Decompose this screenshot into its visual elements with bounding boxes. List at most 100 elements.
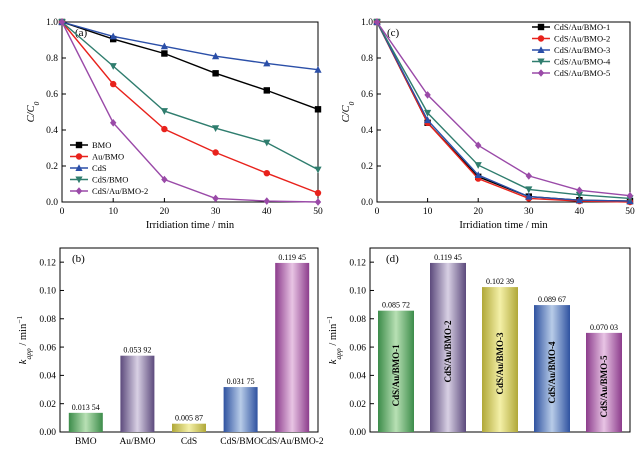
x-category-label: CdS/Au/BMO-2	[261, 437, 324, 447]
x-tick-label: 50	[625, 207, 635, 217]
bar-value-label: 0.013 54	[72, 403, 100, 412]
data-point	[525, 186, 533, 194]
panel-label: (d)	[386, 253, 399, 265]
bar-value-label: 0.053 92	[123, 346, 151, 355]
bar-value-label: 0.089 67	[538, 295, 566, 304]
data-point	[212, 52, 220, 60]
bar-value-label: 0.102 39	[486, 277, 514, 286]
series-4	[373, 18, 634, 200]
data-point	[109, 63, 117, 70]
x-tick-label: 10	[423, 207, 433, 217]
series-line	[61, 21, 319, 171]
y-axis-title-sup: −1	[325, 316, 334, 324]
y-tick-label: 1.0	[361, 18, 373, 28]
panel-b: (b) 0.00 0.02 0.04 0.06 0.08 0.10 0.12 kapp / mi…	[15, 247, 324, 447]
y-tick-label: 0.0	[46, 198, 58, 208]
series-line	[61, 21, 319, 194]
y-axis-title: C/C0	[341, 101, 356, 122]
data-point	[161, 175, 168, 184]
series-4	[58, 18, 322, 206]
legend-label: CdS/Au/BMO-4	[554, 57, 611, 67]
legend-marker	[537, 69, 545, 77]
panel-label: (c)	[387, 27, 400, 39]
bar-inside-label: CdS/Au/BMO-3	[495, 332, 505, 395]
data-point	[525, 172, 532, 180]
y-tick-label: 0.0	[361, 198, 373, 208]
bar-inside-label: CdS/Au/BMO-2	[443, 320, 453, 383]
x-category-label: BMO	[75, 437, 97, 447]
data-point	[314, 189, 322, 197]
bar	[430, 262, 466, 432]
x-axis-title: Irridiation time / min	[459, 220, 548, 231]
y-axis-title-main: C/C	[26, 104, 37, 122]
panel-c: (c) 0.0 0.2 0.4 0.6 0.8 1.0 0 10 20 30 40 50 Irridiat…	[341, 18, 635, 231]
y-tick-label: 0.12	[39, 258, 56, 268]
series-line	[376, 21, 631, 200]
legend-marker	[537, 35, 545, 42]
y-axis-title-main: C/C	[341, 104, 352, 122]
x-axis-title: Irridiation time / min	[146, 220, 235, 231]
panel-label: (b)	[72, 253, 85, 265]
data-point	[575, 191, 583, 199]
bar-value-label: 0.085 72	[382, 301, 410, 310]
legend-marker	[537, 46, 545, 53]
y-tick-label: 1.0	[46, 18, 58, 28]
legend-label: CdS/Au/BMO-2	[92, 186, 148, 196]
y-tick-label: 0.04	[39, 372, 56, 382]
series-line	[61, 21, 319, 203]
data-point	[626, 191, 634, 200]
series-line	[376, 21, 631, 203]
y-axis-title-sub: app	[334, 348, 343, 360]
data-point	[314, 198, 322, 206]
data-point	[263, 139, 271, 147]
data-point	[525, 192, 533, 200]
bar-value-label: 0.031 75	[227, 377, 255, 386]
data-point	[161, 50, 168, 57]
y-tick-label: 0.12	[349, 258, 366, 268]
y-tick-label: 0.8	[46, 54, 58, 64]
y-axis-title: kapp / min−1	[325, 316, 343, 365]
x-tick-label: 30	[524, 207, 534, 217]
data-point	[314, 166, 322, 174]
series-line	[61, 21, 319, 110]
data-point	[474, 171, 482, 178]
data-point	[212, 194, 219, 203]
bar-inside-label: CdS/Au/BMO-4	[547, 341, 557, 404]
bar-inside-label: CdS/Au/BMO-5	[599, 355, 609, 418]
y-axis-title-main: k	[328, 359, 339, 364]
legend-label: BMO	[92, 140, 111, 150]
y-tick-label: 0.2	[46, 162, 58, 172]
y-axis-title-main: k	[18, 359, 29, 364]
y-axis-title-sup: −1	[15, 316, 24, 324]
legend-marker	[537, 23, 545, 31]
y-tick-label: 0.00	[39, 428, 56, 438]
bar-value-label: 0.005 87	[175, 414, 203, 423]
bar	[223, 387, 258, 432]
data-point	[161, 125, 168, 133]
y-tick-label: 0.10	[349, 287, 366, 297]
y-tick-label: 0.4	[361, 126, 373, 136]
bar	[172, 423, 206, 432]
x-tick-label: 20	[160, 207, 170, 217]
y-tick-label: 0.10	[39, 287, 56, 297]
data-point	[314, 65, 322, 73]
y-tick-label: 0.04	[349, 372, 366, 382]
data-point	[212, 125, 220, 132]
y-tick-label: 0.8	[361, 54, 373, 64]
y-tick-label: 0.6	[46, 90, 58, 100]
data-point	[212, 70, 219, 77]
plot-frame	[376, 21, 631, 203]
x-tick-label: 10	[108, 207, 118, 217]
bar	[586, 332, 622, 432]
legend-label: Au/BMO	[92, 152, 124, 162]
y-tick-label: 0.06	[349, 343, 366, 353]
y-axis-title: C/C0	[26, 101, 41, 122]
data-point	[575, 196, 583, 204]
data-point	[424, 91, 431, 99]
bar	[120, 355, 155, 432]
legend-label: CdS/BMO	[92, 175, 128, 185]
data-point	[373, 18, 381, 26]
legend-marker	[75, 141, 83, 149]
